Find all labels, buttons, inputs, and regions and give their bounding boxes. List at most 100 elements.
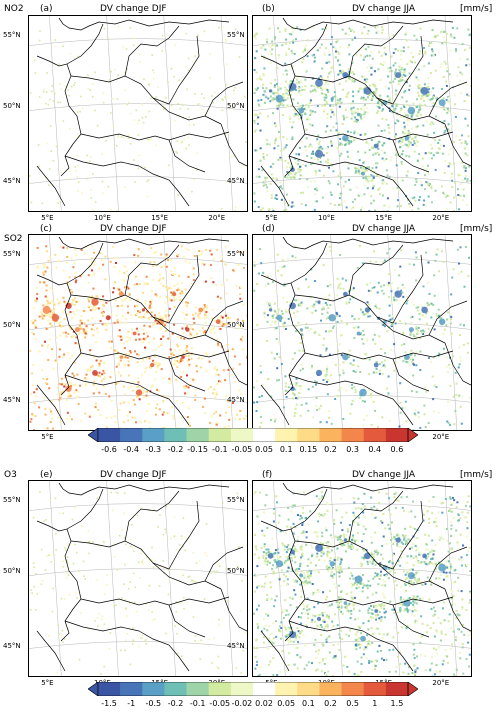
- country-border: [304, 596, 454, 606]
- country-border: [444, 123, 471, 167]
- panel-d-letter: (d): [262, 224, 275, 234]
- colorbar-segment: [319, 428, 342, 442]
- country-border: [204, 81, 244, 117]
- country-border: [36, 630, 66, 672]
- country-border: [168, 500, 200, 570]
- country-border: [220, 588, 247, 632]
- colorbar-tick-label: 0.15: [299, 445, 318, 454]
- longitude-tick-label: 5°E: [41, 679, 54, 687]
- panel-b-title: DV change JJA: [352, 4, 416, 14]
- colorbar-tick-label: 0.05: [277, 699, 296, 708]
- country-border: [428, 81, 468, 117]
- country-border: [290, 242, 328, 284]
- country-border: [70, 540, 170, 570]
- colorbar-segment: [297, 428, 320, 442]
- latitude-tick-label: 45°N: [3, 641, 21, 650]
- deposition-change-field: [253, 26, 471, 211]
- longitude-tick-label: 10°E: [318, 214, 335, 222]
- colorbar-segment: [186, 428, 210, 442]
- colorbar-segment: [164, 682, 187, 696]
- latitude-tick-label: 55°N: [227, 495, 245, 504]
- colorbar-tick-label: -0.4: [123, 445, 140, 454]
- colorbar-segment: [120, 428, 143, 442]
- colorbar-tick-label: 0.3: [346, 445, 360, 454]
- colorbar-tick-label: -0.1: [189, 699, 206, 708]
- panel-e-letter: (e): [40, 470, 53, 480]
- country-border: [168, 358, 206, 392]
- colorbar-tick-label: 0.6: [390, 445, 404, 454]
- country-border: [70, 75, 170, 105]
- coastline: [282, 236, 454, 250]
- longitude-tick-label: 5°E: [41, 433, 54, 441]
- colorbar-top: [88, 428, 418, 442]
- country-border: [152, 562, 222, 590]
- latitude-gridline: [29, 176, 247, 184]
- colorbar-tick-label: 0.1: [301, 699, 315, 708]
- map-field: [29, 481, 247, 676]
- longitude-gridline: [220, 235, 234, 430]
- colorbar-tick-label: -0.15: [187, 445, 208, 454]
- colorbar-tick-label: -0.5: [145, 699, 162, 708]
- map-panel-d: [252, 234, 472, 431]
- latitude-gridline: [29, 257, 247, 265]
- colorbar-tick-label: 0.1: [279, 445, 293, 454]
- country-border: [362, 165, 414, 207]
- latitude-tick-label: 45°N: [227, 395, 245, 404]
- panel-a-title: DV change DJF: [100, 4, 167, 14]
- deposition-change-field: [253, 491, 471, 676]
- map-panel-b: [252, 15, 472, 212]
- coastline: [58, 236, 230, 250]
- latitude-gridline: [253, 322, 471, 330]
- country-border: [168, 254, 200, 324]
- latitude-tick-label: 45°N: [3, 395, 21, 404]
- colorbar-extend-min: [88, 428, 99, 442]
- map-field: [253, 16, 471, 211]
- longitude-gridline: [220, 16, 234, 211]
- country-border: [288, 155, 364, 167]
- country-border: [36, 55, 82, 177]
- latitude-gridline: [29, 641, 247, 649]
- latitude-gridline: [29, 568, 247, 576]
- colorbar-tick-label: 1: [372, 699, 378, 708]
- colorbar-segment: [230, 428, 254, 442]
- colorbar-segment: [341, 428, 365, 442]
- colorbar-segment: [319, 682, 342, 696]
- country-border: [66, 23, 104, 65]
- longitude-gridline: [444, 16, 458, 211]
- panel-b-unit: [mm/s]: [460, 4, 493, 14]
- country-border: [362, 384, 414, 426]
- map-panel-e: [28, 480, 248, 677]
- longitude-gridline: [330, 16, 343, 211]
- country-border: [348, 244, 404, 296]
- latitude-gridline: [29, 103, 247, 111]
- country-border: [362, 630, 414, 672]
- country-border: [204, 300, 244, 336]
- country-border: [260, 384, 290, 426]
- colorbar-segment: [208, 682, 232, 696]
- longitude-gridline: [106, 235, 119, 430]
- country-border: [80, 596, 230, 606]
- country-border: [392, 139, 430, 173]
- latitude-tick-label: 45°N: [3, 176, 21, 185]
- country-border: [260, 165, 290, 207]
- latitude-tick-label: 55°N: [3, 30, 21, 39]
- country-border: [392, 254, 424, 324]
- country-border: [376, 97, 446, 125]
- longitude-tick-label: 20°E: [432, 433, 450, 441]
- country-border: [392, 358, 430, 392]
- country-border: [124, 244, 180, 296]
- colorbar-tick-label: 0.2: [324, 699, 337, 708]
- country-border: [152, 97, 222, 125]
- colorbar-tick-label: -0.2: [167, 445, 184, 454]
- longitude-tick-label: 5°E: [265, 214, 278, 222]
- latitude-tick-label: 55°N: [3, 495, 21, 504]
- colorbar-tick-label: -0.05: [209, 699, 231, 708]
- country-border: [260, 274, 306, 396]
- colorbar-segment: [275, 428, 298, 442]
- deposition-change-field: [29, 245, 247, 430]
- colorbar-segment: [208, 428, 232, 442]
- colorbar-segment: [253, 682, 276, 696]
- colorbar-tick-label: -0.1: [211, 445, 228, 454]
- coastline: [58, 482, 230, 496]
- country-border: [66, 488, 104, 530]
